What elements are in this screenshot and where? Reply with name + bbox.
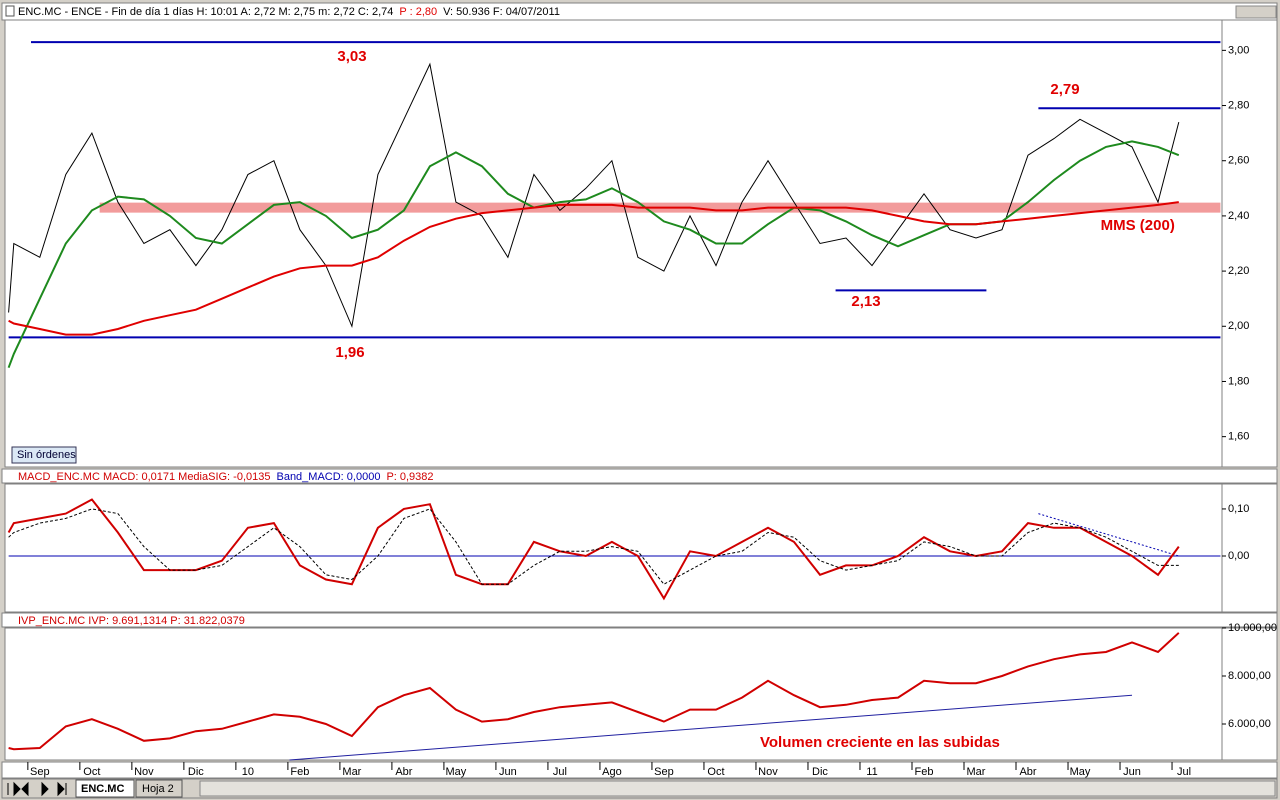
band-value: Band_MACD: 0,0000: [276, 471, 380, 483]
price-panel: [4, 19, 1223, 468]
x-tick-label: Abr: [1019, 766, 1036, 778]
header: ENC.MC - ENCE - Fin de día 1 días H: 10:…: [18, 6, 560, 18]
price-axis: [1221, 19, 1278, 468]
tab-nav[interactable]: [7, 781, 67, 797]
macd-values: MACD_ENC.MC MACD: 0,0171 MediaSIG: -0,01…: [18, 471, 270, 483]
series-line: [8, 62, 1180, 329]
macd-title: MACD_ENC.MC MACD: 0,0171 MediaSIG: -0,01…: [18, 471, 434, 483]
y-tick-label: 0,00: [1228, 550, 1249, 562]
x-tick-label: 11: [866, 766, 877, 778]
x-axis-bar: [1, 761, 1278, 779]
ivp-panel: [4, 627, 1223, 761]
x-tick-label: Oct: [83, 766, 100, 778]
x-tick-label: Mar: [967, 766, 986, 778]
x-tick-label: Feb: [290, 766, 309, 778]
y-tick-label: 2,40: [1228, 210, 1249, 222]
y-tick-label: 2,00: [1228, 320, 1249, 332]
tab[interactable]: [75, 779, 135, 798]
ivp-header: [1, 612, 1278, 628]
tab-label[interactable]: Hoja 2: [142, 783, 174, 795]
y-tick-label: 1,60: [1228, 431, 1249, 443]
x-tick-label: Jul: [553, 766, 567, 778]
y-tick-label: 8.000,00: [1228, 670, 1271, 682]
x-tick-label: Nov: [134, 766, 154, 778]
header-p: P : 2,80: [399, 6, 437, 18]
macd-axis: [1221, 483, 1278, 613]
tab[interactable]: [135, 779, 183, 798]
level-label: 3,03: [337, 48, 366, 65]
macd-header: [1, 468, 1278, 484]
ivp-axis: [1221, 627, 1278, 761]
x-tick-label: Dic: [188, 766, 204, 778]
ivp-title: IVP_ENC.MC IVP: 9.691,1314 P: 31.822,037…: [18, 615, 245, 627]
p-value: P: 0,9382: [386, 471, 433, 483]
header-info: ENC.MC - ENCE - Fin de día 1 días H: 10:…: [18, 6, 393, 18]
x-tick-label: Abr: [395, 766, 412, 778]
trendline: [289, 694, 1133, 761]
y-tick-label: 2,60: [1228, 155, 1249, 167]
window-icon: [5, 5, 15, 17]
header-info: V: 50.936 F: 04/07/2011: [443, 6, 560, 18]
series-line: [7, 498, 1180, 601]
macd-panel: [4, 483, 1223, 613]
level-label: 2,13: [851, 293, 880, 310]
trendline: [1038, 513, 1179, 557]
x-tick-label: Sep: [654, 766, 674, 778]
scrollbar[interactable]: [199, 780, 1276, 797]
series-line: [8, 632, 1180, 751]
series-label: MMS (200): [1101, 217, 1175, 234]
x-tick-label: May: [1070, 766, 1091, 778]
x-tick-label: May: [446, 766, 467, 778]
x-tick-label: Ago: [602, 766, 622, 778]
series-line: [8, 201, 1179, 336]
x-tick-label: Mar: [342, 766, 361, 778]
x-tick-label: Dic: [812, 766, 828, 778]
y-tick-label: 0,10: [1228, 503, 1249, 515]
level-label: 1,96: [335, 344, 364, 361]
orders-button[interactable]: [11, 446, 77, 464]
window-buttons[interactable]: [1235, 5, 1277, 19]
y-tick-label: 2,80: [1228, 99, 1249, 111]
x-tick-label: Jul: [1177, 766, 1191, 778]
x-tick-label: Sep: [30, 766, 50, 778]
x-tick-label: Jun: [499, 766, 517, 778]
y-tick-label: 1,80: [1228, 375, 1249, 387]
y-tick-label: 10.000,00: [1228, 622, 1277, 634]
y-tick-label: 6.000,00: [1228, 718, 1271, 730]
level-label: 2,79: [1050, 81, 1079, 98]
x-tick-label: 10: [242, 766, 254, 778]
annotation: Volumen creciente en las subidas: [760, 734, 1000, 751]
tab-label[interactable]: ENC.MC: [81, 783, 124, 795]
x-tick-label: Feb: [915, 766, 934, 778]
x-tick-label: Nov: [758, 766, 778, 778]
x-tick-label: Jun: [1123, 766, 1141, 778]
y-tick-label: 3,00: [1228, 44, 1249, 56]
y-tick-label: 2,20: [1228, 265, 1249, 277]
x-tick-label: Oct: [707, 766, 724, 778]
orders-label[interactable]: Sin órdenes: [17, 449, 76, 461]
